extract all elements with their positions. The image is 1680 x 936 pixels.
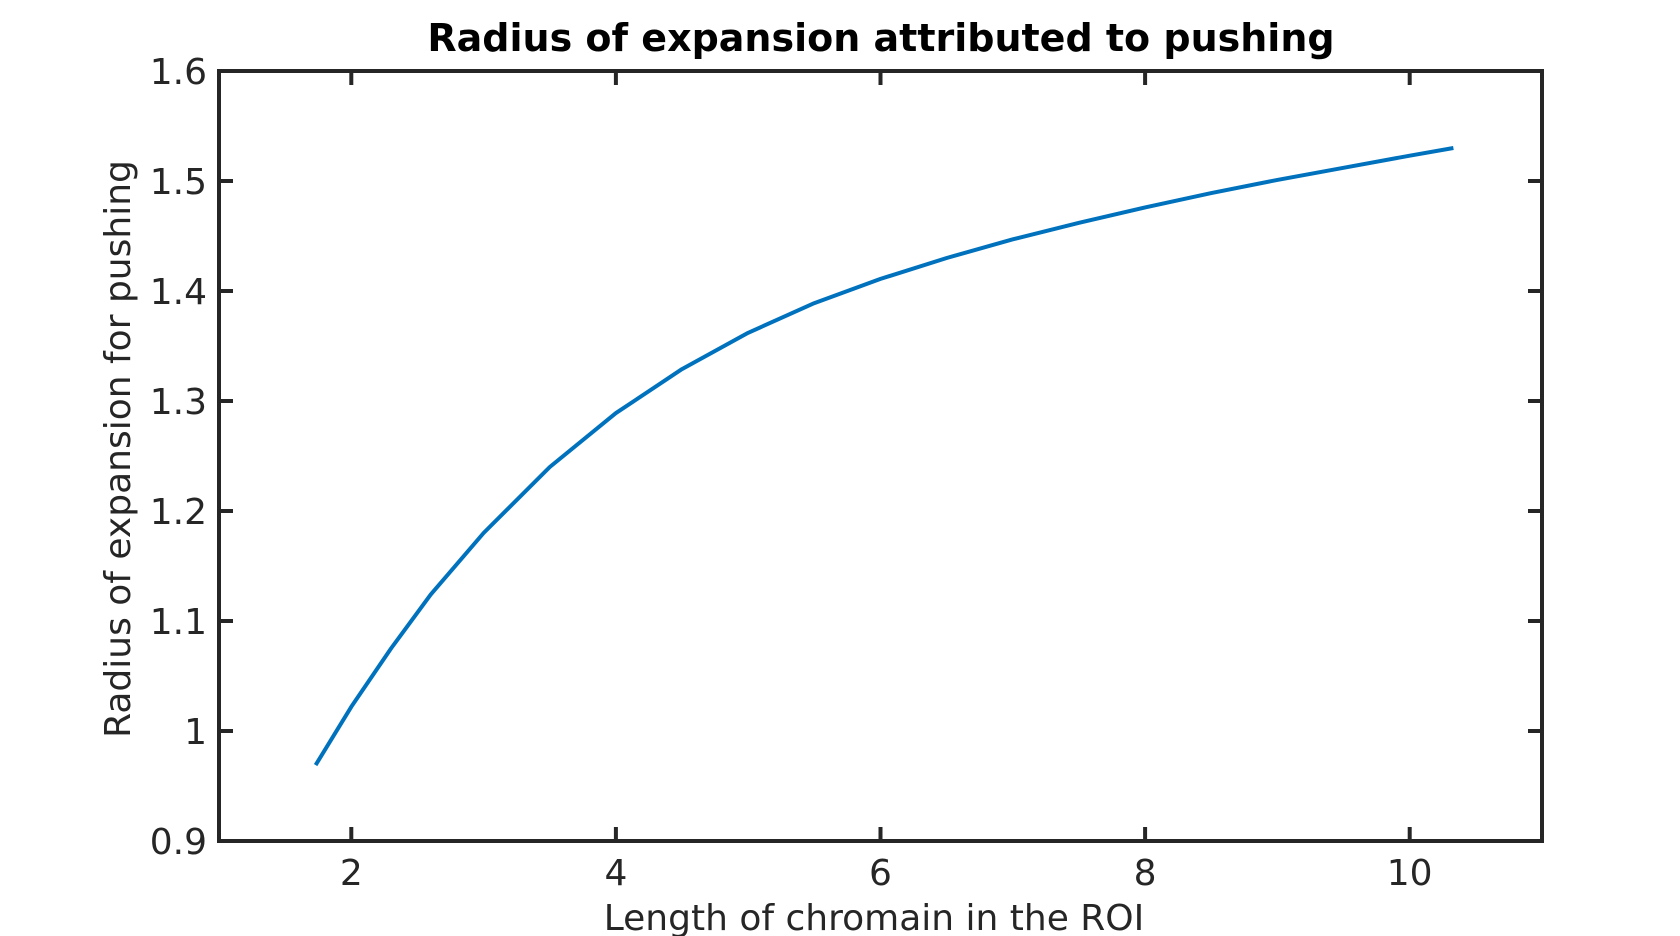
y-tick-label: 0.9 [150,822,207,863]
y-axis-label: Radius of expansion for pushing [98,160,139,738]
tick-labels-layer: 2 4 6 8 10 0.9 1 1.1 1.2 1.3 1.4 1.5 1.6 [150,52,1433,894]
y-tick-label: 1.1 [150,602,207,643]
x-tick-label: 6 [869,853,892,894]
x-tick-label: 4 [604,853,627,894]
x-tick-label: 2 [340,853,363,894]
y-tick-label: 1.3 [150,382,207,423]
x-tick-label: 10 [1387,853,1433,894]
y-tick-label: 1.2 [150,492,207,533]
y-tick-label: 1 [184,712,207,753]
x-tick-label: 8 [1134,853,1157,894]
y-tick-label: 1.4 [150,272,207,313]
x-axis-label: Length of chromain in the ROI [604,898,1145,936]
y-tick-label: 1.6 [150,52,207,93]
chart-title: Radius of expansion attributed to pushin… [427,16,1334,60]
series-line [313,146,1454,767]
y-tick-label: 1.5 [150,162,207,203]
plot-frame [217,69,1544,843]
ticks-layer [219,69,1542,843]
